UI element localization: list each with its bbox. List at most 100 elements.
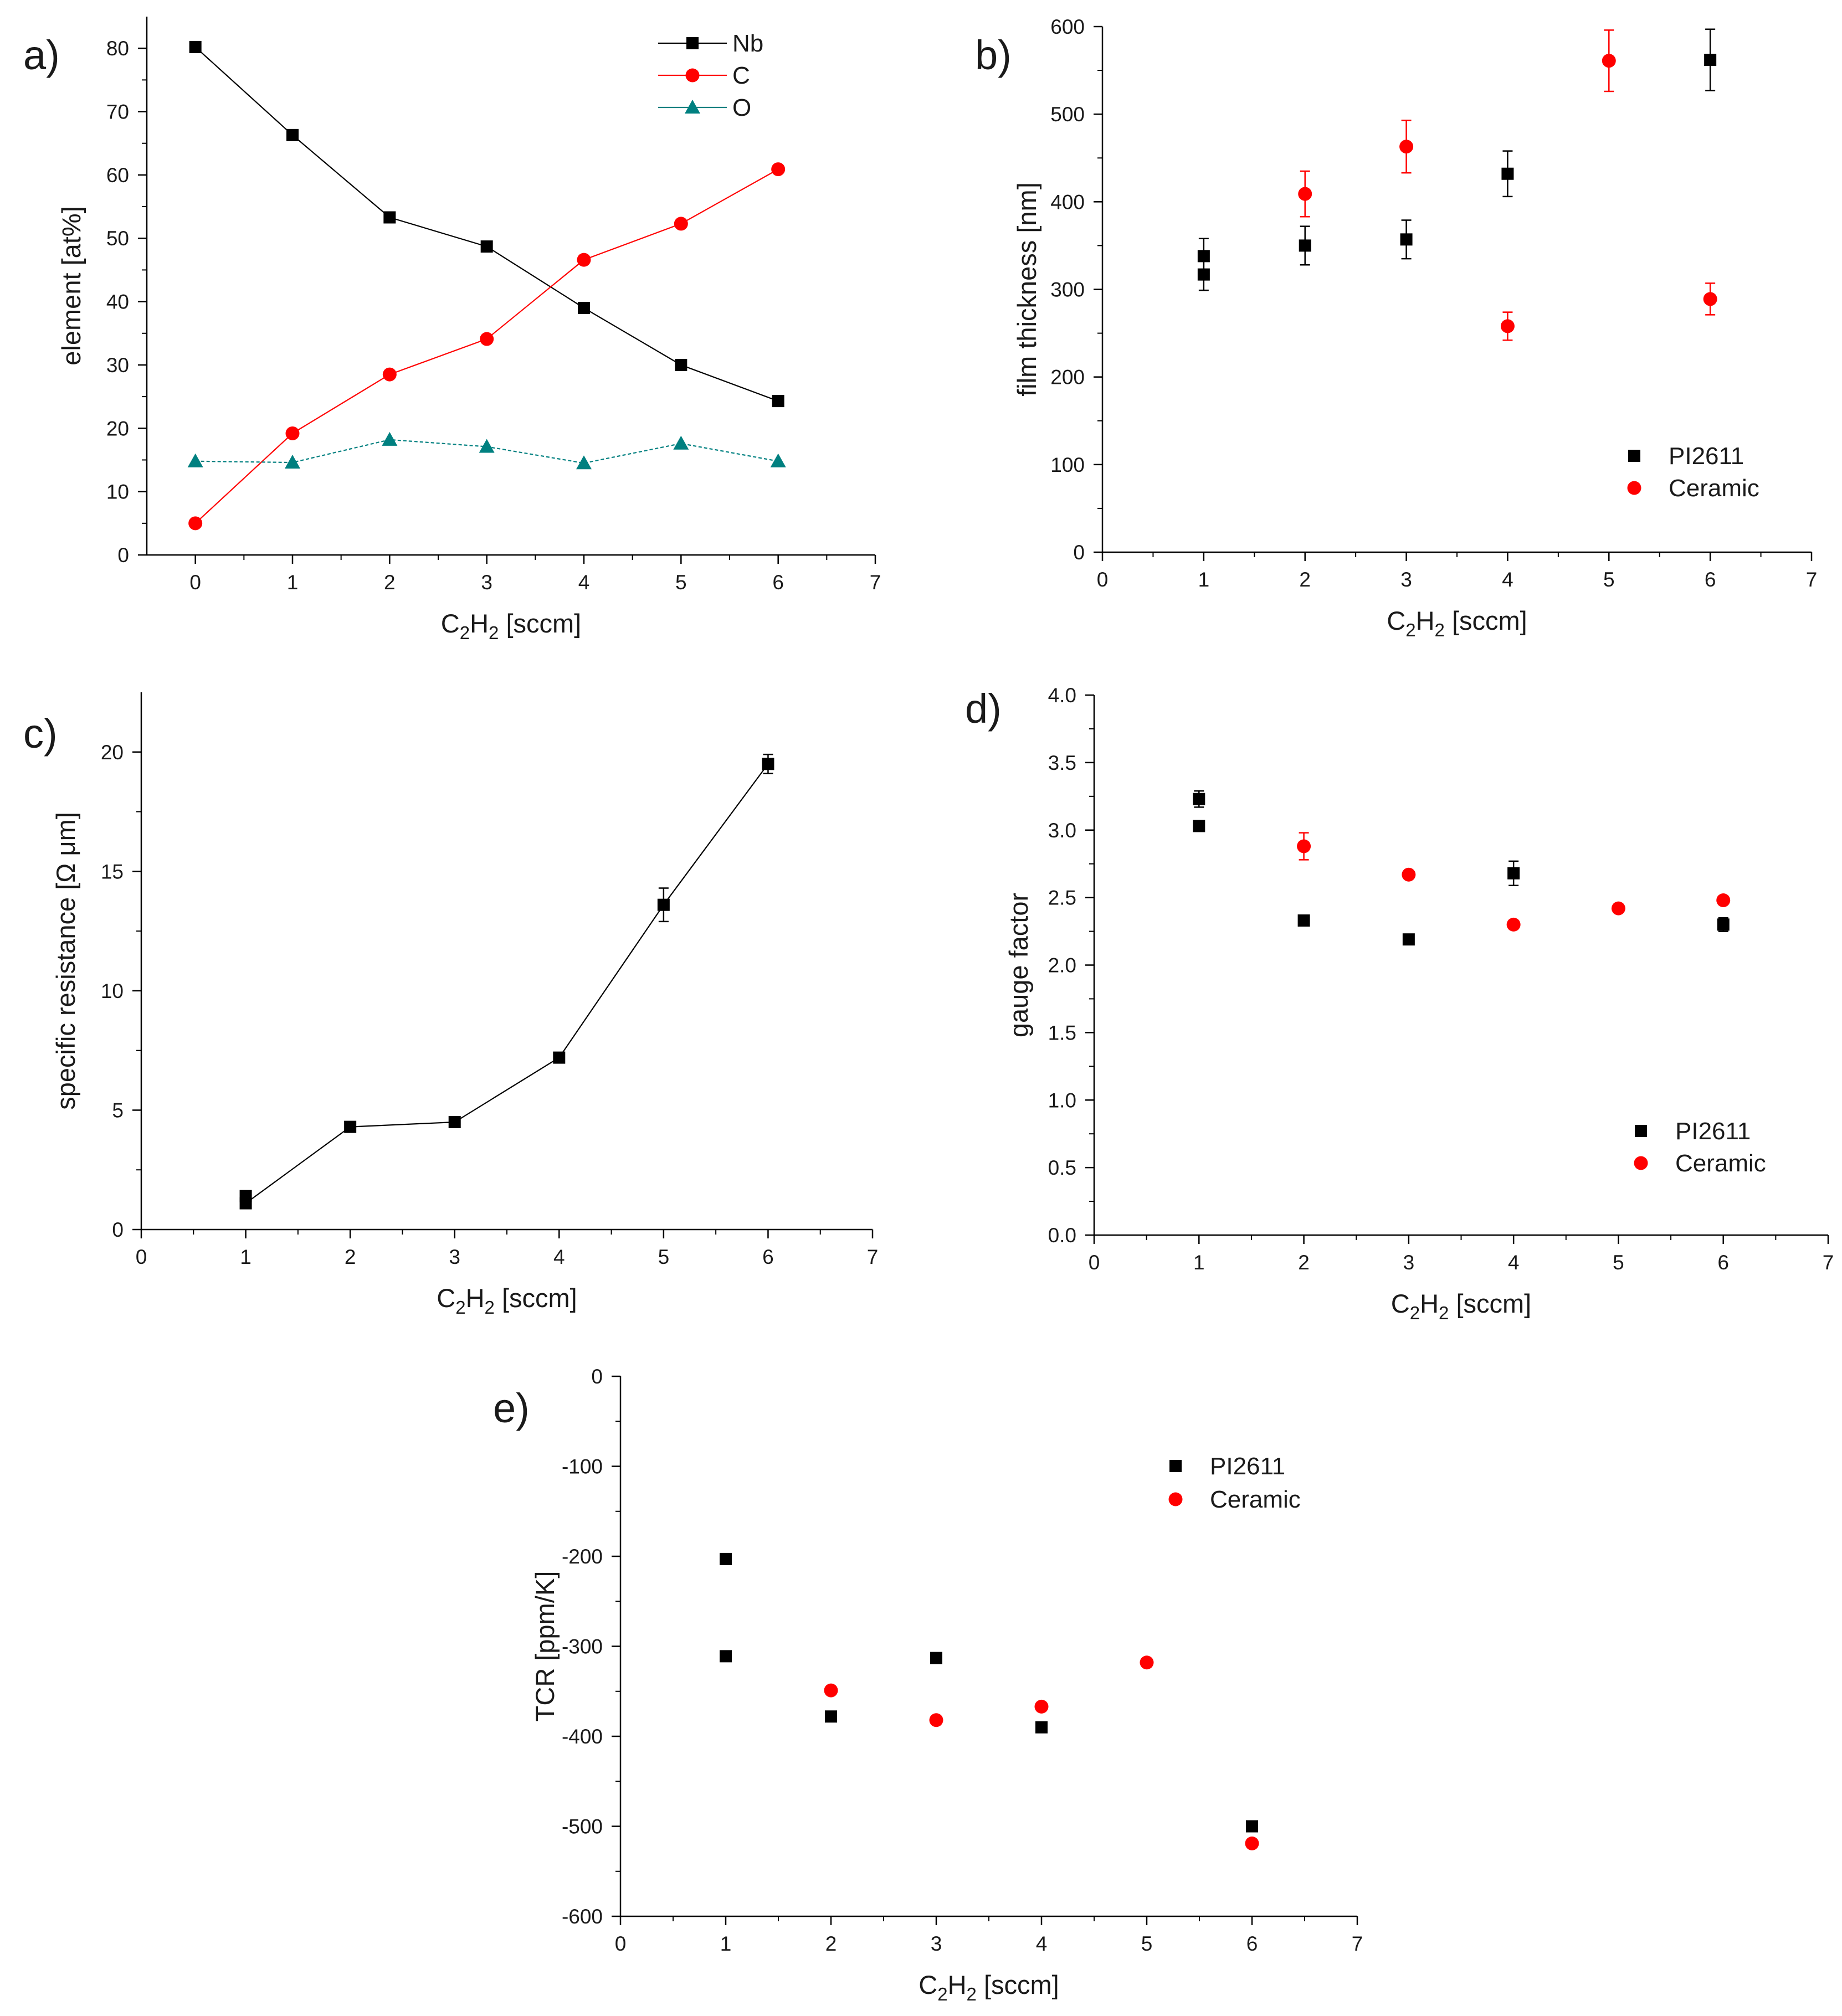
x-tick-label: 2 — [825, 1932, 837, 1955]
x-axis-label-part: 2 — [460, 623, 470, 643]
data-point — [1193, 820, 1205, 832]
panel-label: b) — [975, 32, 1012, 78]
x-tick-label: 6 — [1717, 1251, 1729, 1274]
data-point — [674, 217, 688, 231]
y-tick-label: 0 — [117, 544, 129, 567]
y-axis-label: film thickness [nm] — [1012, 182, 1041, 397]
legend-label: PI2611 — [1675, 1118, 1751, 1145]
panel-label: e) — [493, 1385, 530, 1431]
legend: Nb CO — [658, 30, 763, 121]
x-tick-label: 3 — [1403, 1251, 1415, 1274]
x-axis-label-part: [sccm] — [495, 1283, 577, 1313]
x-tick-label: 4 — [553, 1246, 565, 1268]
y-tick-label: 1.5 — [1048, 1021, 1076, 1044]
y-tick-label: 1.0 — [1048, 1089, 1076, 1112]
legend-marker — [1628, 450, 1640, 462]
x-tick-label: 0 — [136, 1246, 147, 1268]
y-tick-label: 70 — [106, 101, 129, 124]
data-point — [578, 302, 590, 315]
data-point — [383, 211, 396, 224]
x-axis-label-part: H — [1420, 1289, 1439, 1318]
y-tick-label: 2.5 — [1048, 887, 1076, 909]
data-point — [770, 453, 786, 467]
y-tick-label: -300 — [562, 1636, 603, 1658]
data-point — [1717, 918, 1730, 931]
x-tick-label: 0 — [189, 571, 201, 594]
data-point — [1299, 239, 1311, 252]
data-point — [1140, 1655, 1154, 1670]
x-tick-label: 7 — [1352, 1932, 1363, 1955]
x-axis-label-part: [sccm] — [1449, 1289, 1531, 1318]
legend-marker — [686, 37, 699, 49]
data-point — [479, 439, 495, 453]
y-tick-label: 10 — [101, 980, 124, 1002]
series-pi2611 — [720, 1552, 1258, 1833]
x-tick-label: 6 — [1705, 568, 1716, 591]
x-tick-label: 5 — [1141, 1932, 1153, 1955]
series-o — [187, 431, 786, 470]
panel-d: 0 1 2 3 4 5 6 7 0.0 0.5 1.0 1.5 2.0 2.5 3.0 3.5 4.0 C2H2 … — [965, 684, 1834, 1323]
x-tick-label: 1 — [287, 571, 299, 594]
data-point — [576, 455, 592, 470]
data-point — [1507, 867, 1520, 880]
y-tick-label: 200 — [1050, 366, 1085, 389]
x-tick-label: 2 — [1299, 568, 1311, 591]
x-tick-label: 1 — [1198, 568, 1210, 591]
data-point — [189, 40, 202, 53]
y-tick-label: 0.0 — [1048, 1224, 1076, 1247]
series-line — [194, 47, 779, 402]
series-c — [188, 162, 786, 531]
y-tick-label: 60 — [106, 164, 129, 187]
x-tick-label: 5 — [658, 1246, 670, 1268]
x-axis-label-part: 2 — [1410, 1303, 1420, 1323]
y-tick-label: 2.0 — [1048, 954, 1076, 977]
data-point — [187, 453, 203, 467]
data-point — [1402, 933, 1415, 946]
x-tick-label: 4 — [1508, 1251, 1520, 1274]
x-axis-label-part: C — [437, 1283, 455, 1313]
data-point — [285, 426, 300, 440]
legend: PI2611 Ceramic — [1634, 1118, 1766, 1177]
x-tick-label: 3 — [481, 571, 492, 594]
x-tick-label: 0 — [1089, 1251, 1100, 1274]
data-point — [480, 240, 493, 253]
series-ceramic — [1297, 832, 1731, 932]
x-axis-label-part: C — [1387, 606, 1405, 635]
data-point — [285, 455, 300, 469]
x-tick-label: 1 — [240, 1246, 252, 1268]
data-point — [480, 332, 494, 346]
x-axis-label-part: H — [948, 1970, 967, 1999]
x-tick-label: 2 — [1298, 1251, 1310, 1274]
y-axis-label: TCR [ppm/K] — [530, 1571, 560, 1722]
x-tick-label: 0 — [615, 1932, 627, 1955]
x-tick-label: 0 — [1097, 568, 1109, 591]
legend-marker — [1634, 1156, 1648, 1170]
x-tick-label: 2 — [384, 571, 396, 594]
x-axis-label-part: H — [470, 609, 489, 638]
x-tick-label: 5 — [1613, 1251, 1624, 1274]
x-tick-label: 3 — [931, 1932, 942, 1955]
data-point — [1399, 140, 1414, 154]
y-tick-label: 5 — [112, 1099, 124, 1122]
x-axis-label-part: 2 — [1439, 1303, 1449, 1323]
y-tick-label: 20 — [106, 417, 129, 440]
data-point — [1245, 1836, 1259, 1850]
y-tick-label: 0 — [1073, 541, 1085, 564]
y-tick-label: -100 — [562, 1456, 603, 1478]
x-axis-label-part: 2 — [1435, 620, 1445, 640]
x-axis-label-part: [sccm] — [977, 1970, 1059, 1999]
legend-label: Ceramic — [1669, 475, 1759, 502]
data-point — [929, 1713, 943, 1727]
x-axis-label-part: C — [919, 1970, 937, 1999]
data-point — [1035, 1721, 1048, 1734]
legend-marker — [1168, 1492, 1183, 1506]
data-point — [1400, 233, 1413, 246]
series-line — [245, 763, 769, 1204]
series-nb — [189, 40, 784, 408]
x-tick-label: 3 — [449, 1246, 460, 1268]
y-tick-label: 0 — [112, 1218, 124, 1241]
x-axis-label: C2H2 [sccm] — [437, 1283, 577, 1318]
x-tick-label: 6 — [1246, 1932, 1258, 1955]
x-tick-label: 7 — [1806, 568, 1818, 591]
